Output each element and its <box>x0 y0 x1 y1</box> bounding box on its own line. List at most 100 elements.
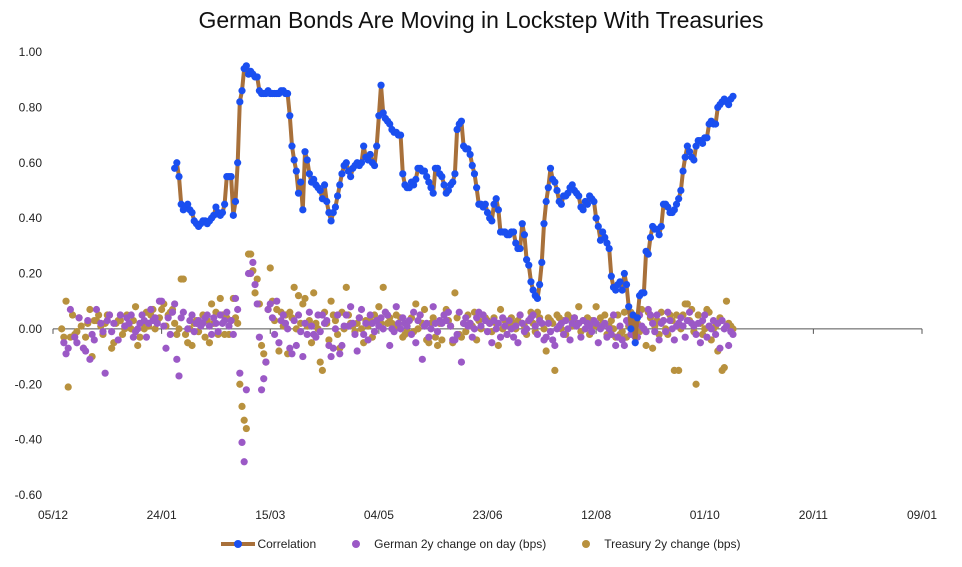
treasury-point <box>551 366 559 375</box>
correlation-point <box>516 244 524 253</box>
german-point <box>62 350 70 358</box>
german-point <box>488 339 496 347</box>
german-point <box>620 341 628 350</box>
correlation-point <box>466 150 474 159</box>
legend-item-correlation[interactable]: Correlation <box>221 537 316 551</box>
correlation-point <box>386 120 394 128</box>
correlation-point <box>290 156 298 164</box>
treasury-point <box>318 366 326 375</box>
correlation-point <box>420 167 429 175</box>
german-point <box>423 319 431 327</box>
treasury-point <box>683 300 691 308</box>
german-point <box>612 341 620 350</box>
correlation-point <box>236 98 244 106</box>
german-point <box>342 311 350 319</box>
german-point <box>292 341 300 350</box>
correlation-point <box>305 170 313 178</box>
german-point <box>677 314 685 322</box>
treasury-point <box>342 283 350 291</box>
correlation-point <box>412 175 420 183</box>
x-tick-label: 20/11 <box>799 508 828 522</box>
correlation-point <box>425 178 433 186</box>
treasury-point <box>175 325 183 333</box>
treasury-point <box>257 341 266 350</box>
treasury-point <box>134 341 142 350</box>
correlation-point <box>575 192 583 200</box>
correlation-point <box>357 159 366 167</box>
german-point <box>577 333 585 341</box>
german-point <box>442 316 450 325</box>
x-axis-labels: 05/12 24/01 15/03 04/05 23/06 12/08 01/10 20/11… <box>38 508 937 522</box>
x-tick-label: 04/05 <box>364 508 394 522</box>
legend-label-treasury: Treasury 2y change (bps) <box>604 537 741 551</box>
treasury-point <box>286 308 294 316</box>
treasury-point <box>275 347 283 355</box>
correlation-point <box>175 172 183 181</box>
treasury-point <box>251 289 259 297</box>
german-point <box>329 344 337 352</box>
correlation-point <box>336 181 344 189</box>
treasury-point <box>173 330 181 339</box>
legend-item-german[interactable]: German 2y change on day (bps) <box>344 537 546 551</box>
treasury-point <box>620 308 628 316</box>
correlation-point <box>712 120 720 128</box>
german-point <box>707 325 715 333</box>
treasury-point <box>649 344 657 352</box>
german-point <box>501 322 509 330</box>
german-point <box>453 330 461 339</box>
correlation-point <box>523 256 531 264</box>
treasury-point <box>216 294 224 303</box>
german-point <box>542 333 550 341</box>
german-point <box>512 322 520 330</box>
treasury-point <box>675 366 683 375</box>
german-point <box>223 308 231 316</box>
german-point <box>364 336 372 344</box>
german-point <box>179 308 187 316</box>
german-point <box>659 316 668 325</box>
german-point <box>494 319 502 327</box>
correlation-point <box>525 261 533 269</box>
german-point <box>162 344 170 352</box>
correlation-point <box>681 153 689 161</box>
correlation-point <box>329 208 337 217</box>
correlation-point <box>670 206 678 214</box>
legend-item-treasury[interactable]: Treasury 2y change (bps) <box>574 537 741 551</box>
german-point <box>88 330 96 339</box>
treasury-point <box>618 328 626 336</box>
treasury-point <box>301 294 309 303</box>
correlation-point <box>399 170 407 178</box>
treasury-point <box>234 319 242 327</box>
german-point <box>664 308 672 316</box>
german-point <box>399 314 407 322</box>
german-point <box>281 319 290 327</box>
chart-title: German Bonds Are Moving in Lockstep With… <box>198 7 764 33</box>
german-point <box>190 328 198 336</box>
german-point <box>351 330 359 339</box>
german-point <box>225 322 233 330</box>
german-point <box>427 325 435 333</box>
y-tick-label: -0.40 <box>15 433 43 447</box>
german-point <box>294 311 303 319</box>
correlation-point <box>527 278 535 286</box>
correlation-point <box>242 62 250 70</box>
correlation-point <box>253 73 261 81</box>
correlation-point <box>703 134 711 142</box>
treasury-point <box>429 314 437 322</box>
correlation-point <box>366 150 374 159</box>
correlation-point <box>646 233 655 242</box>
german-point <box>451 336 459 344</box>
german-point <box>523 325 531 333</box>
german-point <box>468 333 476 341</box>
german-point <box>416 311 424 319</box>
german-point <box>470 325 479 333</box>
treasury-point <box>86 305 94 314</box>
german-point <box>347 303 355 311</box>
treasury-point <box>77 322 85 330</box>
correlation-point <box>299 206 307 214</box>
german-point <box>221 316 229 325</box>
german-point <box>164 314 172 322</box>
correlation-point <box>590 197 598 206</box>
german-point <box>457 358 466 366</box>
treasury-point <box>201 333 209 341</box>
